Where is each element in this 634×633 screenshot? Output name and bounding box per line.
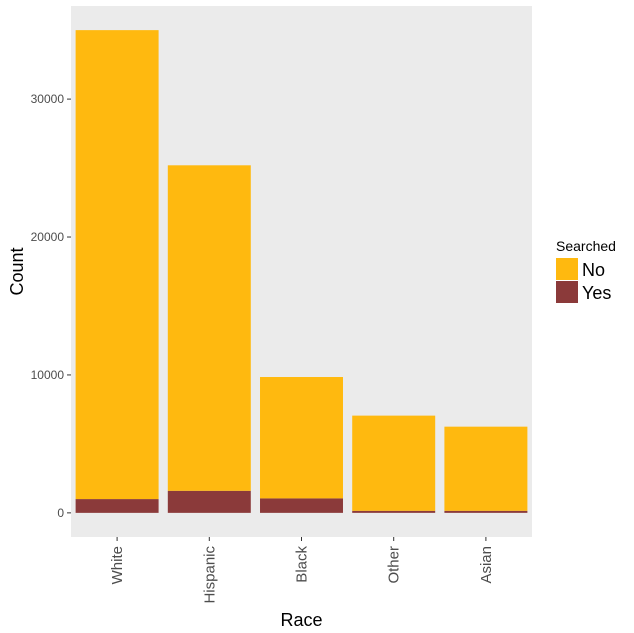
legend-label-yes: Yes	[582, 283, 611, 303]
bar-asian-yes	[444, 510, 528, 513]
x-tick-label: Asian	[478, 546, 495, 584]
x-axis-title: Race	[280, 610, 322, 630]
x-tick-label: Black	[294, 546, 311, 583]
bars-layer	[75, 30, 528, 513]
bar-other-no	[352, 415, 436, 511]
legend-label-no: No	[582, 260, 605, 280]
bar-asian-no	[444, 426, 528, 511]
legend: Searched No Yes	[556, 238, 616, 303]
bar-black-no	[260, 377, 343, 499]
y-axis: 0 10000 20000 30000	[31, 92, 71, 520]
x-tick-label: Hispanic	[201, 546, 218, 604]
y-tick-label: 10000	[31, 368, 65, 382]
y-axis-title: Count	[7, 247, 27, 295]
bar-white-yes	[75, 499, 159, 513]
y-tick-label: 30000	[31, 92, 65, 106]
bar-black-yes	[260, 498, 343, 513]
y-tick-label: 0	[57, 506, 64, 520]
legend-key-yes	[556, 281, 578, 303]
legend-title: Searched	[556, 238, 616, 254]
y-tick-label: 20000	[31, 230, 65, 244]
bar-hispanic-no	[167, 165, 251, 491]
legend-key-no	[556, 258, 578, 280]
x-axis: White Hispanic Black Other Asian	[109, 537, 495, 604]
bar-hispanic-yes	[167, 490, 251, 513]
x-tick-label: White	[109, 546, 126, 584]
bar-other-yes	[352, 510, 436, 513]
bar-white-no	[75, 30, 159, 500]
x-tick-label: Other	[386, 546, 403, 584]
